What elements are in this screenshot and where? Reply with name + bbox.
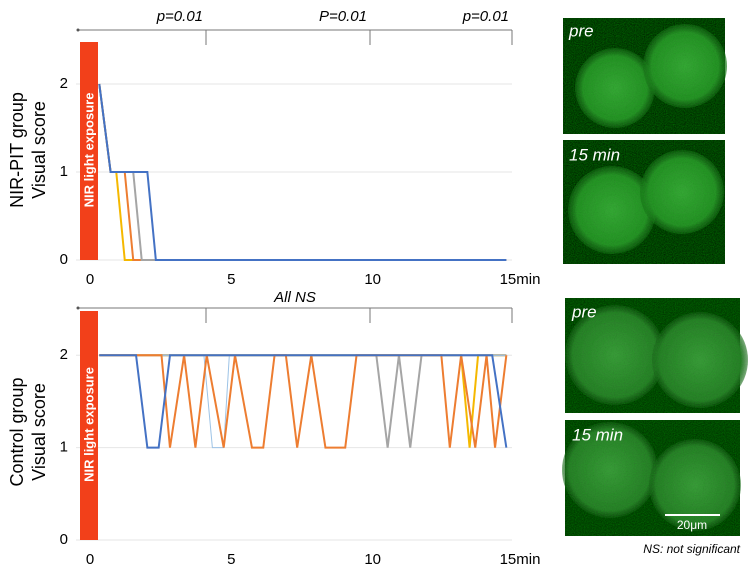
micrograph (563, 140, 725, 264)
comparison-label: p=0.01 (462, 8, 509, 25)
y-tick-label: 1 (60, 439, 68, 456)
y-axis-title: Control group (7, 377, 27, 486)
exposure-bar (80, 311, 98, 540)
micrograph (562, 420, 741, 536)
image-label: 15 min (569, 145, 620, 164)
image-label: pre (568, 21, 594, 40)
x-tick-label: 5 (227, 271, 235, 288)
y-axis-title: NIR-PIT group (7, 92, 27, 208)
bracket-dot (76, 306, 80, 310)
micrograph (565, 298, 748, 413)
image-label: 15 min (572, 425, 623, 444)
y-tick-label: 2 (60, 75, 68, 92)
exposure-bar (80, 42, 98, 260)
series-line (98, 83, 507, 261)
comparison-label: All NS (273, 289, 316, 306)
x-tick-label: 5 (227, 551, 235, 567)
y-tick-label: 0 (60, 531, 68, 548)
comparison-label: p=0.01 (156, 8, 203, 25)
scale-bar-label: 20μm (677, 518, 707, 532)
micrograph (563, 18, 727, 134)
image-label: pre (571, 302, 597, 321)
x-tick-label: 15min (500, 271, 541, 288)
x-tick-label: 15min (500, 551, 541, 567)
y-axis-title: Visual score (29, 101, 49, 199)
exposure-label: NIR light exposure (81, 93, 96, 208)
y-axis-title: Visual score (29, 383, 49, 481)
x-tick-label: 10 (364, 551, 381, 567)
x-tick-label: 10 (364, 271, 381, 288)
bracket-dot (76, 28, 80, 32)
exposure-label: NIR light exposure (81, 367, 96, 482)
y-tick-label: 2 (60, 346, 68, 363)
y-tick-label: 0 (60, 251, 68, 268)
footnote: NS: not significant (643, 542, 740, 556)
x-tick-label: 0 (86, 551, 94, 567)
series-line (99, 354, 508, 449)
x-tick-label: 0 (86, 271, 94, 288)
series-line (99, 354, 508, 449)
y-tick-label: 1 (60, 163, 68, 180)
comparison-label: P=0.01 (319, 8, 367, 25)
